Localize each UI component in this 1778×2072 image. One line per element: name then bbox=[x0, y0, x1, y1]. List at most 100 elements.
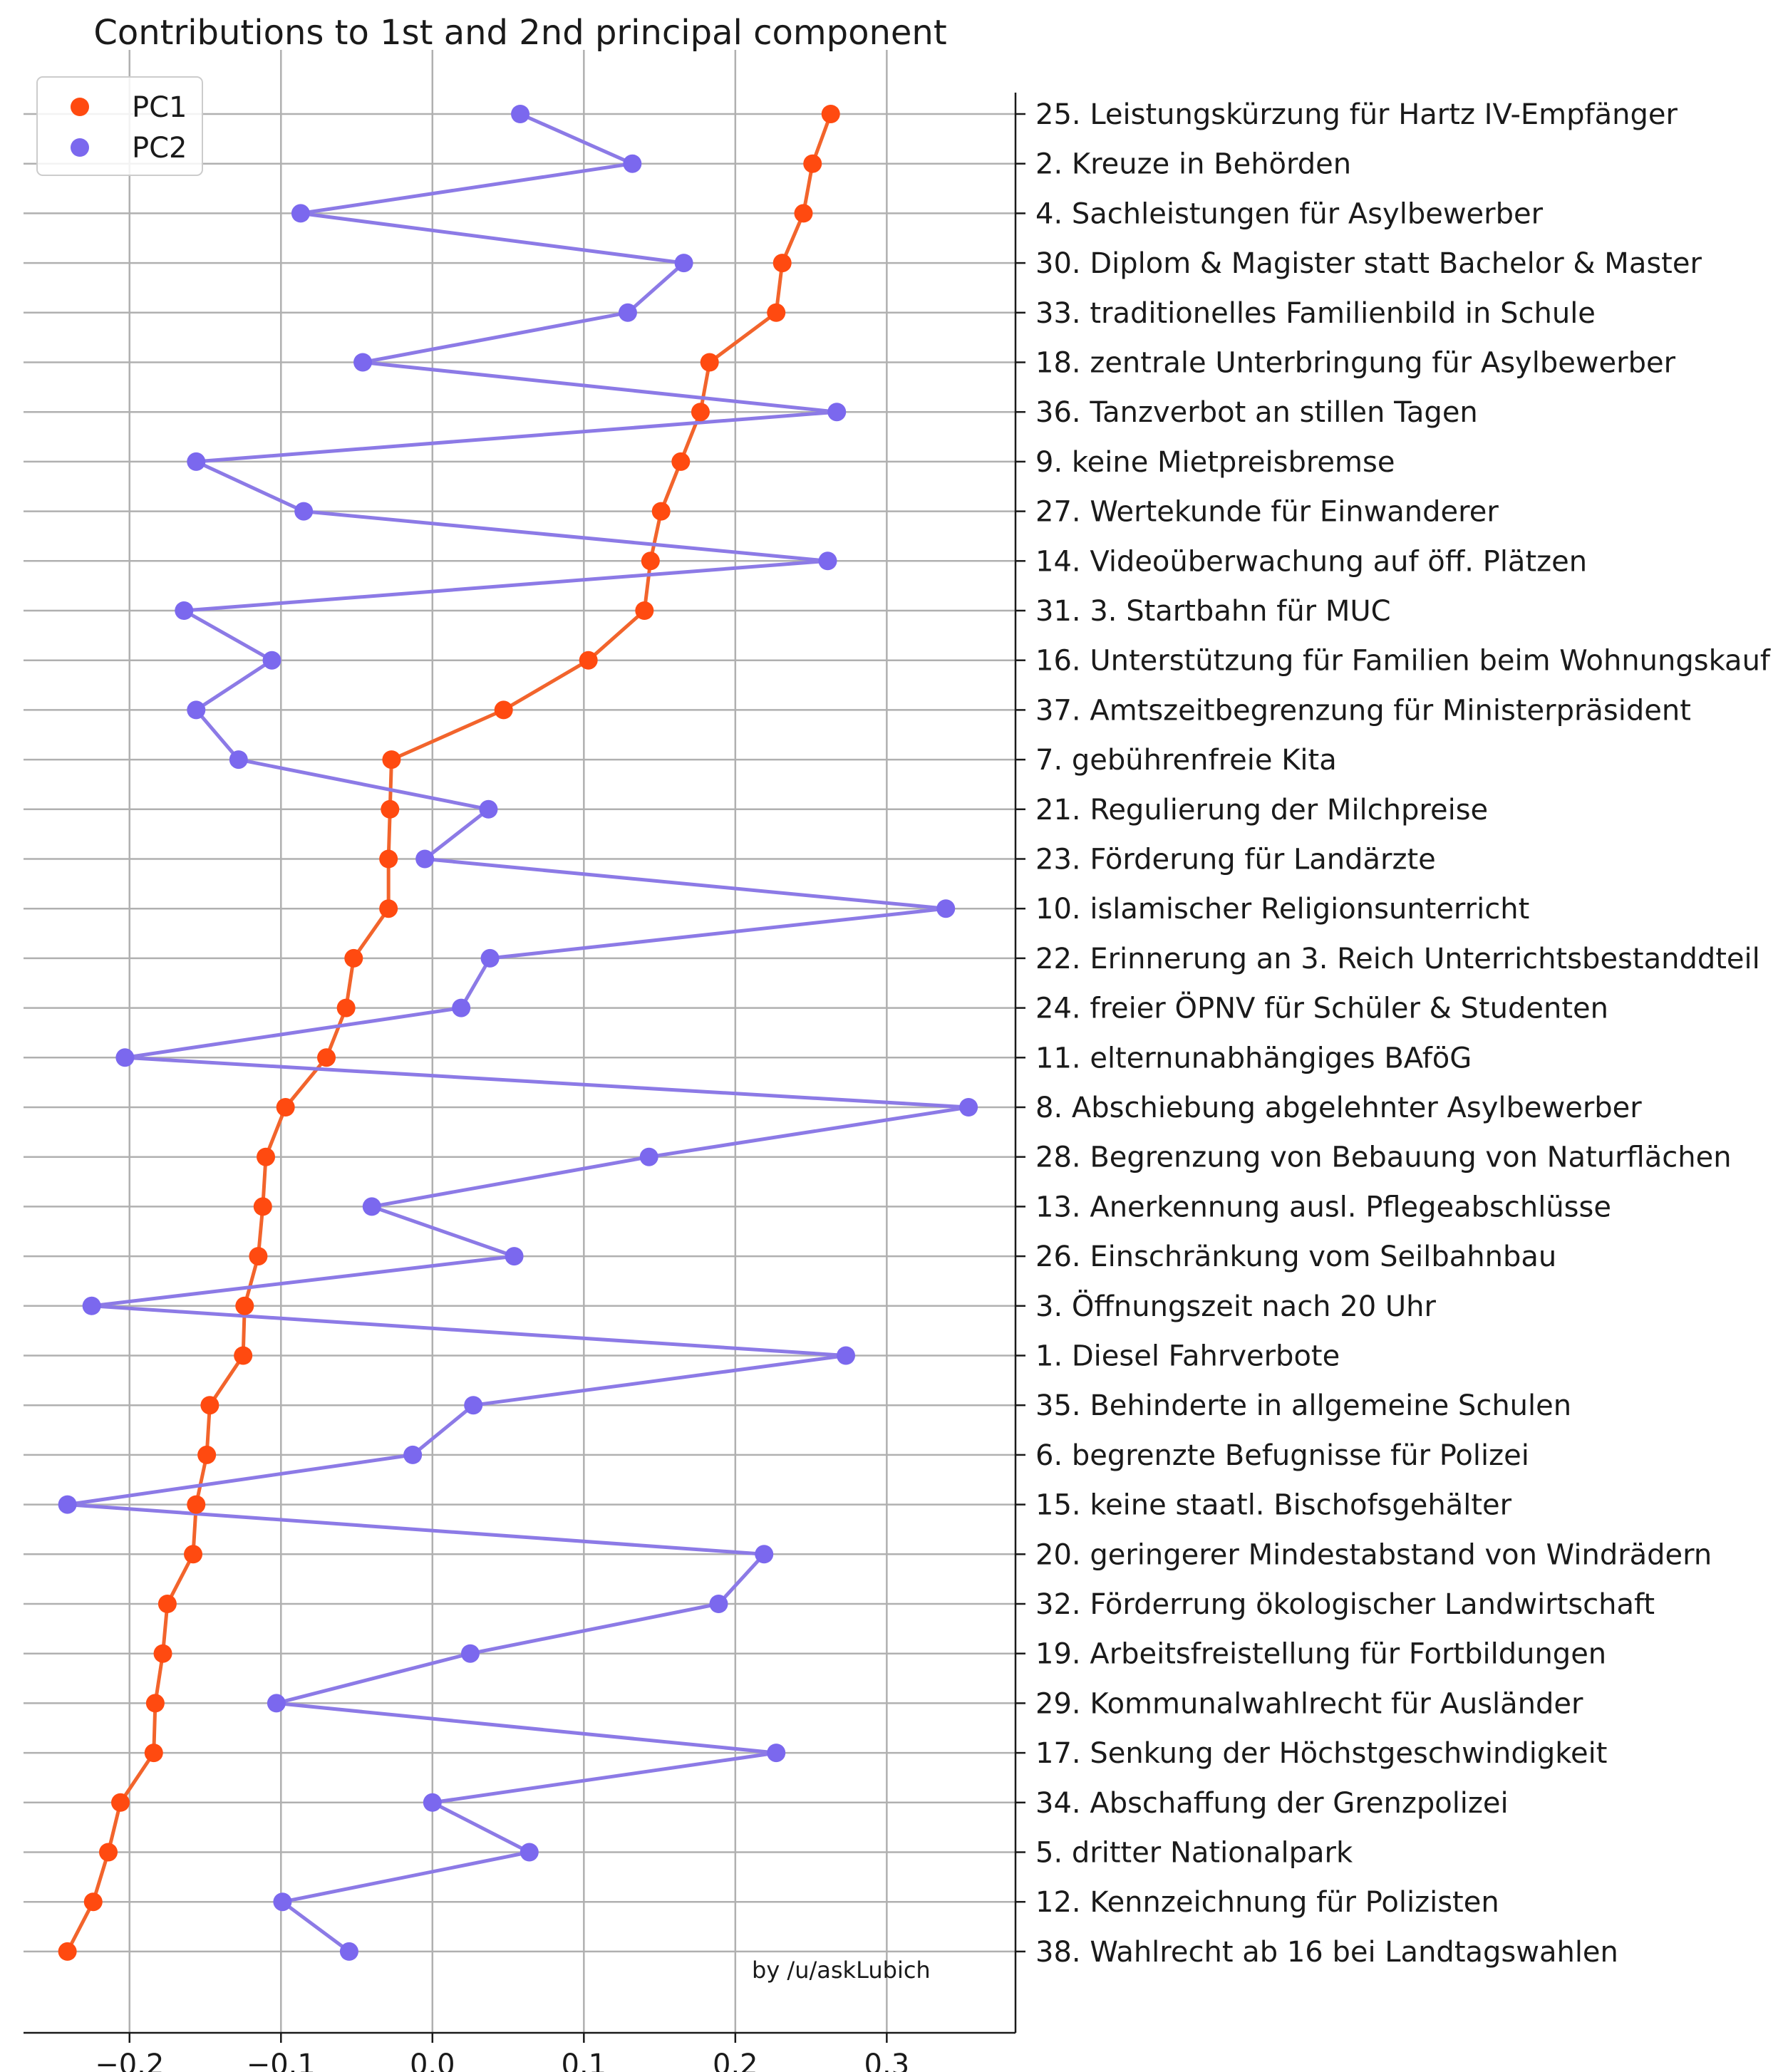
data-point-pc1 bbox=[144, 1744, 163, 1763]
data-point-pc1 bbox=[767, 303, 786, 322]
data-point-pc1 bbox=[691, 403, 710, 422]
y-tick-label: 37. Amtszeitbegrenzung für Ministerpräsi… bbox=[1035, 694, 1691, 727]
axis-layer: −0.2 −0.1 0.0 0.1 0.2 0.3 25. Leistungskürzung… bbox=[24, 93, 1771, 2072]
y-tick-label: 30. Diplom & Magister statt Bachelor & M… bbox=[1035, 247, 1702, 280]
series-layer bbox=[58, 105, 978, 1961]
series-line-pc2 bbox=[66, 112, 971, 1953]
data-point-pc2 bbox=[959, 1098, 978, 1117]
data-point-pc1 bbox=[111, 1793, 130, 1812]
y-tick-label: 29. Kommunalwahlrecht für Ausländer bbox=[1035, 1687, 1583, 1720]
data-point-pc1 bbox=[235, 1296, 254, 1315]
data-point-pc2 bbox=[464, 1396, 483, 1415]
x-tick-label: −0.1 bbox=[247, 2048, 316, 2072]
data-point-pc1 bbox=[99, 1843, 118, 1862]
y-tick-label: 1. Diesel Fahrverbote bbox=[1035, 1340, 1340, 1373]
y-tick-label: 4. Sachleistungen für Asylbewerber bbox=[1035, 197, 1544, 230]
data-point-pc1 bbox=[635, 601, 654, 620]
y-tick-label: 28. Begrenzung von Bebauung von Naturflä… bbox=[1035, 1141, 1732, 1174]
data-point-pc2 bbox=[452, 998, 471, 1017]
y-tick-label: 21. Regulierung der Milchpreise bbox=[1035, 794, 1488, 827]
data-point-pc1 bbox=[344, 948, 363, 968]
series-line-pc1 bbox=[66, 113, 833, 1953]
data-point-pc1 bbox=[157, 1595, 177, 1613]
y-tick-label: 20. geringerer Mindestabstand von Windrä… bbox=[1035, 1538, 1712, 1571]
y-tick-label: 8. Abschiebung abgelehnter Asylbewerber bbox=[1035, 1092, 1642, 1124]
x-tick-label: 0.3 bbox=[864, 2048, 910, 2072]
y-tick-label: 17. Senkung der Höchstgeschwindigkeit bbox=[1035, 1737, 1607, 1770]
data-point-pc1 bbox=[579, 651, 598, 670]
data-point-pc1 bbox=[200, 1396, 219, 1415]
data-point-pc1 bbox=[197, 1445, 217, 1464]
data-point-pc1 bbox=[249, 1247, 268, 1266]
data-point-pc2 bbox=[623, 154, 642, 173]
data-point-pc1 bbox=[257, 1147, 276, 1166]
data-point-pc1 bbox=[317, 1048, 336, 1067]
y-tick-label: 14. Videoüberwachung auf öff. Plätzen bbox=[1035, 545, 1587, 578]
data-point-pc2 bbox=[818, 551, 837, 571]
y-tick-label: 24. freier ÖPNV für Schüler & Studenten bbox=[1035, 991, 1608, 1025]
data-point-pc2 bbox=[505, 1247, 524, 1266]
y-tick-label: 2. Kreuze in Behörden bbox=[1035, 148, 1351, 181]
y-tick-label: 19. Arbeitsfreistellung für Fortbildunge… bbox=[1035, 1638, 1606, 1671]
y-tick-label: 22. Erinnerung an 3. Reich Unterrichtsbe… bbox=[1035, 943, 1760, 975]
data-point-pc1 bbox=[821, 105, 840, 123]
y-tick-label: 23. Förderung für Landärzte bbox=[1035, 844, 1436, 876]
y-tick-label: 34. Abschaffung der Grenzpolizei bbox=[1035, 1787, 1509, 1820]
data-point-pc2 bbox=[362, 1197, 381, 1216]
y-tick-label: 7. gebührenfreie Kita bbox=[1035, 744, 1337, 777]
y-tick-label: 25. Leistungskürzung für Hartz IV-Empfän… bbox=[1035, 98, 1678, 131]
data-point-pc2 bbox=[58, 1495, 77, 1514]
y-tick-label: 10. islamischer Religionsunterricht bbox=[1035, 893, 1529, 926]
data-point-pc1 bbox=[187, 1495, 206, 1514]
y-tick-label: 33. traditionelles Familienbild in Schul… bbox=[1035, 297, 1596, 330]
data-point-pc2 bbox=[273, 1892, 292, 1912]
data-point-pc2 bbox=[460, 1644, 480, 1663]
y-tick-label: 27. Wertekunde für Einwanderer bbox=[1035, 496, 1499, 529]
data-point-pc1 bbox=[494, 700, 513, 720]
data-point-pc1 bbox=[184, 1545, 203, 1564]
data-point-pc1 bbox=[153, 1644, 172, 1663]
data-point-pc1 bbox=[381, 799, 400, 819]
y-tick-label: 32. Förderrung ökologischer Landwirtscha… bbox=[1035, 1588, 1655, 1621]
data-point-pc2 bbox=[479, 799, 498, 819]
data-point-pc2 bbox=[187, 452, 206, 471]
data-point-pc2 bbox=[175, 601, 194, 620]
data-point-pc1 bbox=[671, 452, 691, 471]
data-point-pc2 bbox=[639, 1147, 658, 1166]
y-tick-label: 18. zentrale Unterbringung für Asylbewer… bbox=[1035, 347, 1676, 380]
data-point-pc2 bbox=[82, 1296, 101, 1315]
data-point-pc1 bbox=[794, 204, 813, 223]
data-point-pc1 bbox=[651, 502, 671, 521]
data-point-pc2 bbox=[618, 303, 637, 322]
y-tick-label: 31. 3. Startbahn für MUC bbox=[1035, 595, 1391, 628]
y-tick-label: 6. begrenzte Befugnisse für Polizei bbox=[1035, 1439, 1529, 1472]
data-point-pc2 bbox=[767, 1744, 786, 1763]
y-tick-label: 3. Öffnungszeit nach 20 Uhr bbox=[1035, 1289, 1436, 1323]
data-point-pc1 bbox=[58, 1942, 77, 1961]
data-point-pc1 bbox=[276, 1098, 295, 1117]
data-point-pc2 bbox=[709, 1595, 728, 1613]
data-point-pc2 bbox=[291, 204, 310, 223]
data-point-pc2 bbox=[480, 948, 500, 968]
y-tick-label: 36. Tanzverbot an stillen Tagen bbox=[1035, 396, 1478, 429]
data-point-pc2 bbox=[827, 403, 847, 422]
data-point-pc2 bbox=[339, 1942, 358, 1961]
data-point-pc1 bbox=[336, 998, 356, 1017]
data-point-pc2 bbox=[423, 1793, 442, 1812]
data-point-pc2 bbox=[353, 353, 373, 372]
data-point-pc2 bbox=[294, 502, 314, 521]
y-tick-label: 5. dritter Nationalpark bbox=[1035, 1837, 1353, 1870]
data-point-pc1 bbox=[83, 1892, 103, 1912]
data-point-pc2 bbox=[674, 254, 693, 273]
y-tick-label: 12. Kennzeichnung für Polizisten bbox=[1035, 1886, 1499, 1919]
x-tick-label: −0.2 bbox=[95, 2048, 164, 2072]
data-point-pc1 bbox=[253, 1197, 272, 1216]
data-point-pc2 bbox=[229, 750, 248, 770]
legend-label-pc1: PC1 bbox=[132, 91, 187, 124]
y-tick-label: 13. Anerkennung ausl. Pflegeabschlüsse bbox=[1035, 1191, 1611, 1223]
data-point-pc1 bbox=[379, 849, 398, 869]
legend-marker-pc1 bbox=[71, 98, 89, 116]
legend-label-pc2: PC2 bbox=[132, 132, 187, 165]
data-point-pc2 bbox=[267, 1694, 286, 1713]
